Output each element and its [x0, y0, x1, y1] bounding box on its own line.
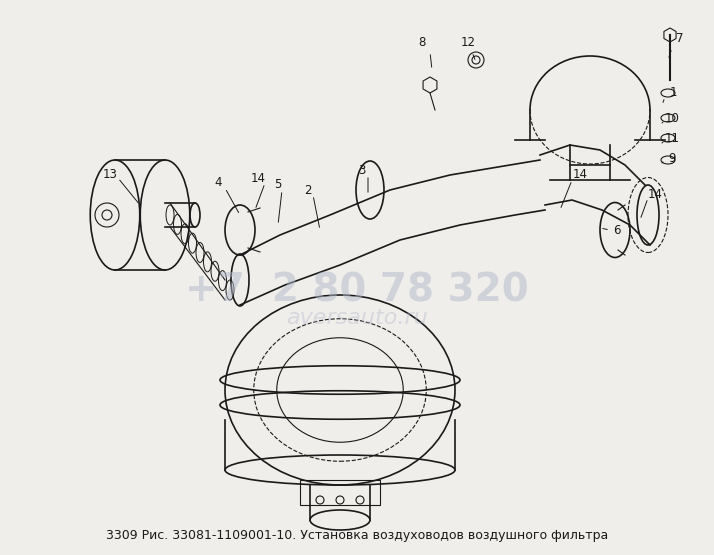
Text: 10: 10 — [665, 112, 680, 124]
Text: 2: 2 — [304, 184, 312, 196]
Text: 11: 11 — [665, 132, 680, 144]
Text: 14: 14 — [573, 169, 588, 181]
Text: 13: 13 — [103, 169, 117, 181]
Text: 6: 6 — [613, 224, 620, 236]
Text: 12: 12 — [461, 36, 476, 48]
Text: 4: 4 — [214, 176, 222, 189]
Text: 8: 8 — [418, 36, 426, 48]
Text: 14: 14 — [648, 189, 663, 201]
Text: 1: 1 — [669, 87, 677, 99]
Text: 9: 9 — [668, 152, 675, 164]
Text: 3309 Рис. 33081-1109001-10. Установка воздуховодов воздушного фильтра: 3309 Рис. 33081-1109001-10. Установка во… — [106, 528, 608, 542]
Text: +7  2 80 78 320: +7 2 80 78 320 — [185, 271, 529, 309]
Text: 5: 5 — [274, 179, 282, 191]
Text: 3: 3 — [358, 164, 366, 176]
Text: aversauto.ru: aversauto.ru — [286, 308, 428, 328]
Text: 7: 7 — [676, 32, 684, 44]
Text: 14: 14 — [251, 171, 266, 184]
